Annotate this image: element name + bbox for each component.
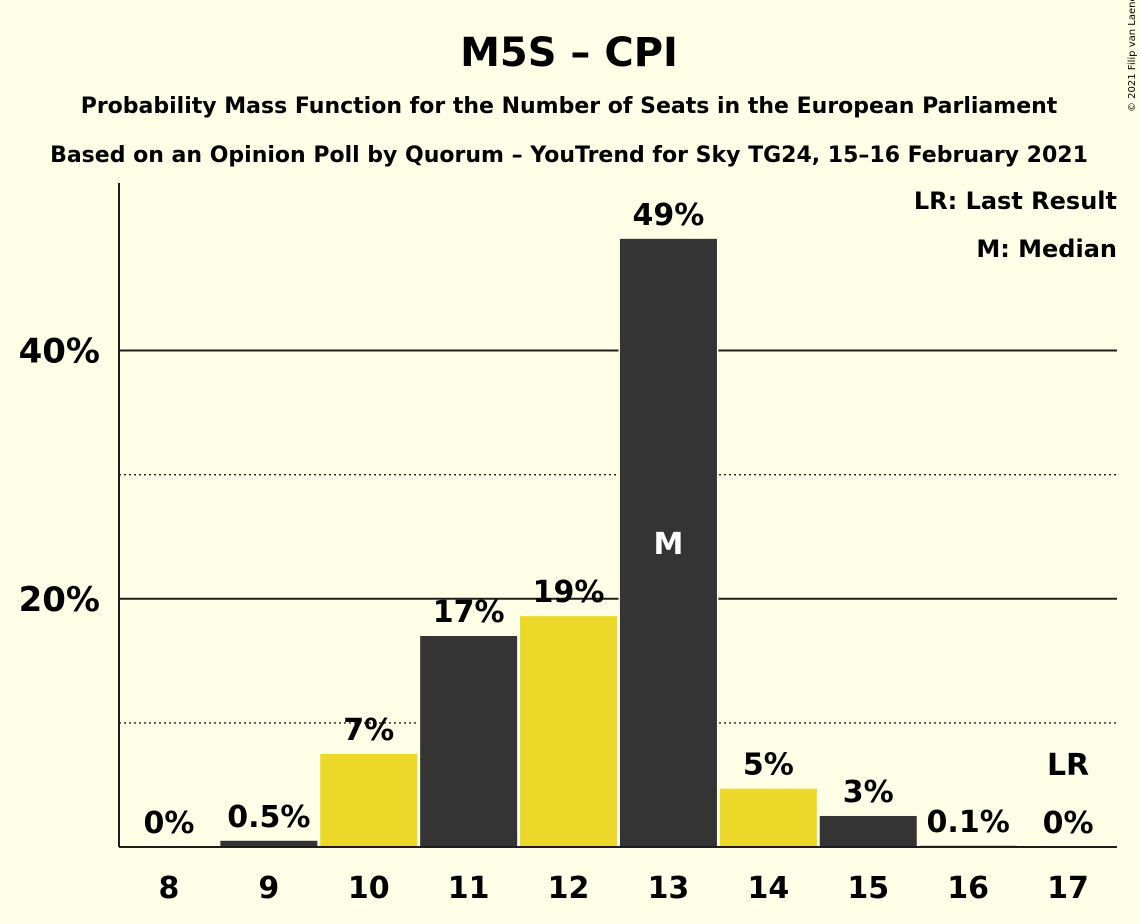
y-tick-20: 20%	[19, 580, 100, 620]
y-axis: 20% 40%	[19, 183, 120, 847]
bars	[218, 238, 1019, 847]
chart-subtitle-1: Probability Mass Function for the Number…	[81, 94, 1058, 119]
bar-9	[220, 840, 318, 847]
last-result-marker: LR	[1047, 748, 1089, 783]
data-label-8: 0%	[143, 806, 194, 841]
data-label-11: 17%	[433, 595, 505, 630]
x-tick-16: 16	[947, 871, 989, 906]
x-tick-17: 17	[1047, 871, 1089, 906]
markers: M LR	[654, 527, 1090, 783]
bar-11	[420, 636, 518, 847]
x-axis: 8 9 10 11 12 13 14 15 16 17	[119, 846, 1117, 906]
data-label-13: 49%	[633, 198, 705, 233]
copyright-text: © 2021 Filip van Laenen	[1127, 0, 1138, 112]
x-tick-12: 12	[548, 871, 590, 906]
x-tick-10: 10	[348, 871, 390, 906]
bar-15	[819, 815, 917, 847]
median-marker: M	[654, 527, 684, 562]
data-labels: 0% 0.5% 7% 17% 19% 49% 5% 3% 0.1% 0%	[143, 198, 1093, 841]
data-label-14: 5%	[743, 748, 794, 783]
data-label-12: 19%	[533, 575, 605, 610]
data-label-17: 0%	[1043, 806, 1094, 841]
gridlines	[119, 349, 1117, 724]
x-tick-11: 11	[448, 871, 490, 906]
x-tick-13: 13	[648, 871, 690, 906]
x-tick-8: 8	[159, 871, 180, 906]
legend-last-result: LR: Last Result	[914, 187, 1117, 215]
bar-12	[520, 616, 618, 847]
bar-14	[719, 788, 817, 847]
bar-13	[619, 238, 717, 847]
y-tick-40: 40%	[19, 332, 100, 372]
chart-subtitle-2: Based on an Opinion Poll by Quorum – You…	[50, 143, 1088, 168]
x-tick-9: 9	[258, 871, 279, 906]
data-label-10: 7%	[343, 713, 394, 748]
data-label-9: 0.5%	[227, 800, 310, 835]
chart-title: M5S – CPI	[460, 30, 678, 76]
data-label-16: 0.1%	[927, 805, 1010, 840]
bar-10	[320, 753, 418, 847]
x-tick-15: 15	[847, 871, 889, 906]
legend-median: M: Median	[976, 235, 1117, 263]
data-label-15: 3%	[843, 775, 894, 810]
x-tick-14: 14	[747, 871, 789, 906]
